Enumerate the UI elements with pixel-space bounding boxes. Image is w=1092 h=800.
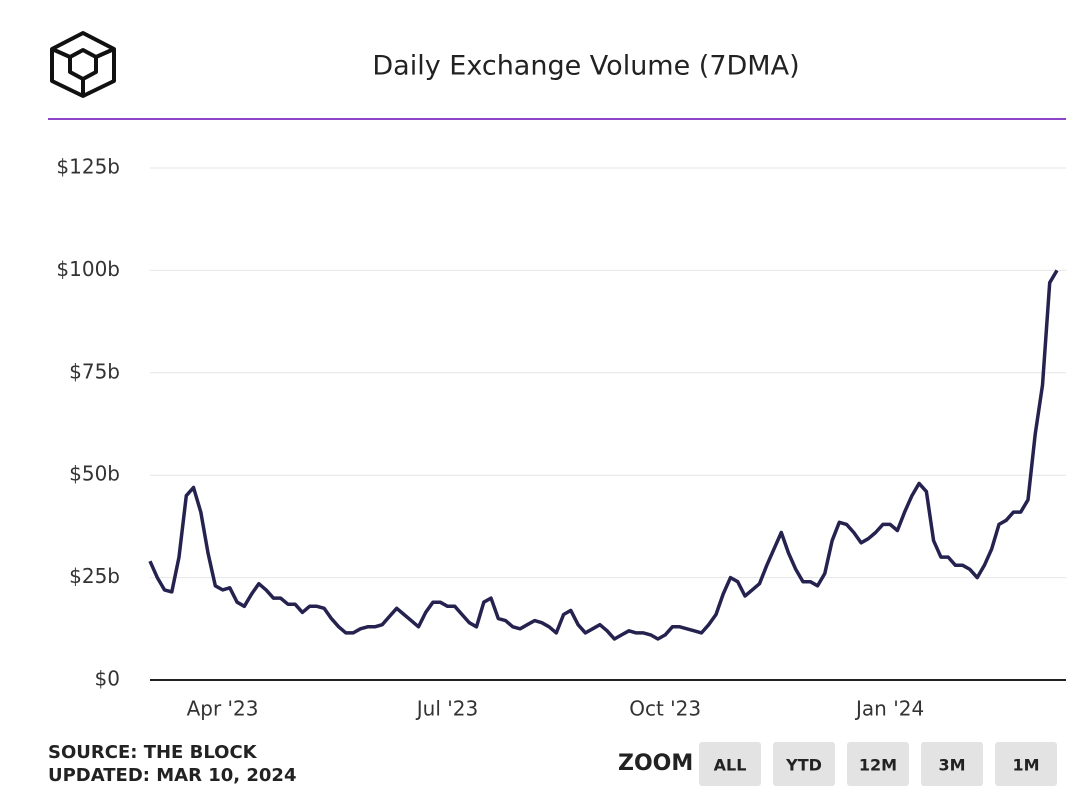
- zoom-button-bg: [847, 742, 909, 786]
- y-tick-label: $25b: [69, 564, 120, 588]
- zoom-button[interactable]: 3M: [921, 742, 983, 786]
- zoom-button-label: 3M: [938, 756, 965, 775]
- logo: [50, 31, 116, 98]
- zoom-button[interactable]: 1M: [995, 742, 1057, 786]
- data-line: [148, 269, 1059, 641]
- x-tick-label: Apr '23: [187, 697, 259, 721]
- zoom-button[interactable]: 12M: [847, 742, 909, 786]
- zoom-button-bg: [773, 742, 835, 786]
- zoom-button[interactable]: YTD: [773, 742, 835, 786]
- x-tick-label: Jul '23: [415, 697, 478, 721]
- y-tick-label: $50b: [69, 462, 120, 486]
- chart-title: Daily Exchange Volume (7DMA): [372, 51, 799, 82]
- updated: UPDATED: MAR 10, 2024: [48, 765, 296, 786]
- y-tick-label: $100b: [56, 257, 120, 281]
- zoom-label: ZOOM: [618, 751, 693, 776]
- x-tick-label: Oct '23: [629, 697, 701, 721]
- source: SOURCE: THE BLOCK: [48, 742, 258, 763]
- zoom-button-label: 1M: [1012, 756, 1039, 775]
- zoom-button[interactable]: ALL: [699, 742, 761, 786]
- zoom-button-bg: [699, 742, 761, 786]
- zoom-button-bg: [995, 742, 1057, 786]
- y-tick-label: $125b: [56, 155, 120, 179]
- zoom-button-label: 12M: [859, 756, 897, 775]
- zoom-button-label: YTD: [785, 756, 822, 775]
- x-tick-label: Jan '24: [854, 697, 924, 721]
- y-tick-label: $75b: [69, 359, 120, 383]
- zoom-button-label: ALL: [714, 756, 747, 775]
- zoom-button-bg: [921, 742, 983, 786]
- y-tick-label: $0: [95, 667, 120, 691]
